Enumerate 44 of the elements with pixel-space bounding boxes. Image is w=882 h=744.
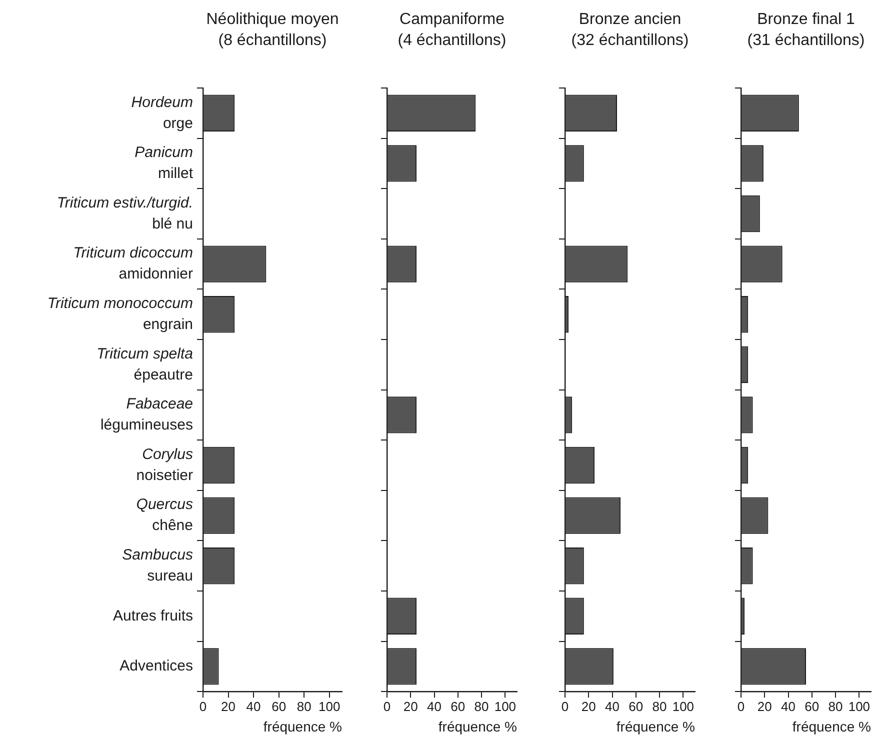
x-tick-label: 0 <box>199 698 207 714</box>
x-tick-label: 40 <box>781 698 796 714</box>
x-tick-label: 60 <box>272 698 286 714</box>
y-tick-label: Quercus chêne <box>136 496 194 534</box>
x-tick-label: 80 <box>474 698 489 714</box>
y-tick-label: Triticum estiv./turgid. blé nu <box>56 194 193 232</box>
x-tick-label: 40 <box>246 698 261 714</box>
y-tick-label: Sambucus sureau <box>122 546 194 584</box>
x-tick-label: 60 <box>628 698 644 714</box>
chart-title: Bronze ancien (32 échantillons) <box>571 11 689 49</box>
y-tick-label: Triticum monococcum engrain <box>47 295 193 333</box>
chart-title: Bronze final 1 (31 échantillons) <box>747 11 865 49</box>
y-tick-label: Triticum dicoccum amidonnier <box>73 244 193 283</box>
x-tick-label: 20 <box>757 698 772 714</box>
y-tick-label: Hordeum orge <box>131 94 193 132</box>
x-tick-label: 20 <box>403 698 418 714</box>
y-tick-label: Triticum spelta épeautre <box>96 345 193 384</box>
x-tick-label: 0 <box>383 698 391 714</box>
x-tick-label: 0 <box>561 698 569 714</box>
y-tick-label: Autres fruits <box>112 607 193 624</box>
x-tick-label: 40 <box>427 698 442 714</box>
x-tick-label: 80 <box>828 698 843 714</box>
x-axis-title: fréquence % <box>616 718 695 734</box>
x-tick-label: 20 <box>221 698 236 714</box>
x-tick-label: 60 <box>804 698 820 714</box>
chart-title: Campaniforme (4 échantillons) <box>398 11 506 49</box>
y-tick-label: Fabaceae légumineuses <box>100 396 193 434</box>
x-tick-label: 100 <box>848 698 870 714</box>
x-tick-label: 20 <box>581 698 596 714</box>
y-tick-label: Corylus noisetier <box>136 446 194 484</box>
x-axis-title: fréquence % <box>263 718 342 734</box>
y-tick-label: Adventices <box>120 658 193 675</box>
x-tick-label: 80 <box>652 698 667 714</box>
chart-title: Néolithique moyen (8 échantillons) <box>206 11 339 49</box>
x-tick-label: 40 <box>605 698 620 714</box>
x-tick-label: 60 <box>450 698 466 714</box>
x-tick-label: 100 <box>672 698 694 714</box>
x-tick-label: 80 <box>296 698 312 714</box>
x-tick-label: 100 <box>494 698 516 714</box>
x-tick-label: 100 <box>318 698 340 714</box>
x-axis-title: fréquence % <box>792 718 871 734</box>
x-axis-title: fréquence % <box>438 718 517 734</box>
y-tick-label: Panicum millet <box>134 144 194 182</box>
x-tick-label: 0 <box>737 698 745 714</box>
